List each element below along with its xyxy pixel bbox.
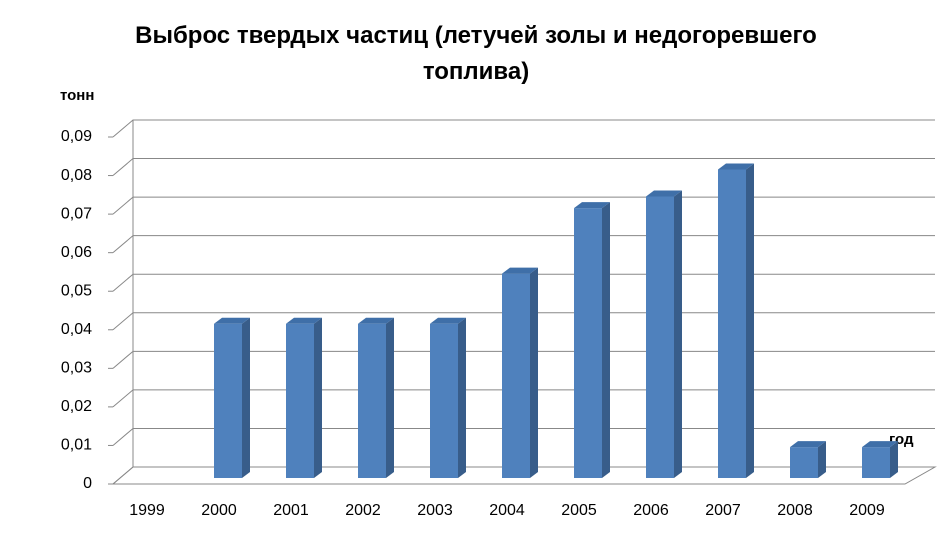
- bar-top: [646, 190, 682, 197]
- y-tick-label: 0,05: [61, 282, 92, 299]
- bar-front: [286, 323, 314, 478]
- y-tick-label: 0,03: [61, 360, 92, 377]
- grid-line: [112, 235, 935, 254]
- bar: [790, 441, 826, 478]
- grid-line: [112, 119, 935, 138]
- y-tick-label: 0,01: [61, 437, 92, 454]
- bar-front: [862, 447, 890, 478]
- x-tick-label: 2004: [489, 502, 525, 519]
- bar-front: [502, 273, 530, 478]
- y-tick-label: 0,08: [61, 167, 92, 184]
- bar-top: [214, 317, 250, 324]
- y-tick-label: 0,06: [61, 244, 92, 261]
- bar-side: [890, 441, 898, 478]
- bar: [862, 441, 898, 478]
- bar: [430, 317, 466, 478]
- x-tick-label: 2001: [273, 502, 309, 519]
- bar-front: [214, 323, 242, 478]
- y-tick-label: 0,09: [61, 128, 92, 145]
- x-tick-label: 2008: [777, 502, 813, 519]
- bar: [502, 267, 538, 478]
- bar-side: [314, 317, 322, 478]
- y-tick-label: 0: [83, 475, 92, 492]
- bar-top: [430, 317, 466, 324]
- bar-top: [358, 317, 394, 324]
- x-tick-label: 2000: [201, 502, 237, 519]
- bar-front: [646, 196, 674, 479]
- bar-top: [574, 202, 610, 209]
- bar: [718, 163, 754, 479]
- bar-side: [818, 441, 826, 478]
- grid-line: [112, 196, 935, 215]
- bar-front: [430, 323, 458, 478]
- bar-top: [502, 267, 538, 274]
- y-tick-label: 0,07: [61, 205, 92, 222]
- bar-front: [718, 169, 746, 479]
- x-tick-label: 2002: [345, 502, 381, 519]
- bar-top: [790, 441, 826, 448]
- x-tick-label: 2003: [417, 502, 453, 519]
- x-tick-label: 2007: [705, 502, 741, 519]
- bar-side: [386, 317, 394, 478]
- y-tick-label: 0,04: [61, 321, 92, 338]
- x-tick-label: 1999: [129, 502, 165, 519]
- bar-side: [530, 267, 538, 478]
- x-tick-label: 2006: [633, 502, 669, 519]
- bar-side: [602, 202, 610, 478]
- bar-side: [746, 163, 754, 479]
- bar: [358, 317, 394, 478]
- grid-line: [112, 158, 935, 176]
- bar: [646, 190, 682, 479]
- bar-top: [286, 317, 322, 324]
- bar-front: [574, 208, 602, 478]
- bar: [286, 317, 322, 478]
- bar-side: [674, 190, 682, 479]
- bar-side: [458, 317, 466, 478]
- bar-front: [358, 323, 386, 478]
- y-tick-label: 0,02: [61, 398, 92, 415]
- bar: [214, 317, 250, 478]
- y-axis-label: тонн: [60, 87, 94, 104]
- bar-top: [862, 441, 898, 448]
- x-tick-label: 2005: [561, 502, 597, 519]
- bar-top: [718, 163, 754, 170]
- bar-side: [242, 317, 250, 478]
- chart-title: Выброс твердых частиц (летучей золы и не…: [135, 22, 817, 85]
- bar: [574, 202, 610, 478]
- bar-front: [790, 447, 818, 478]
- x-tick-label: 2009: [849, 502, 885, 519]
